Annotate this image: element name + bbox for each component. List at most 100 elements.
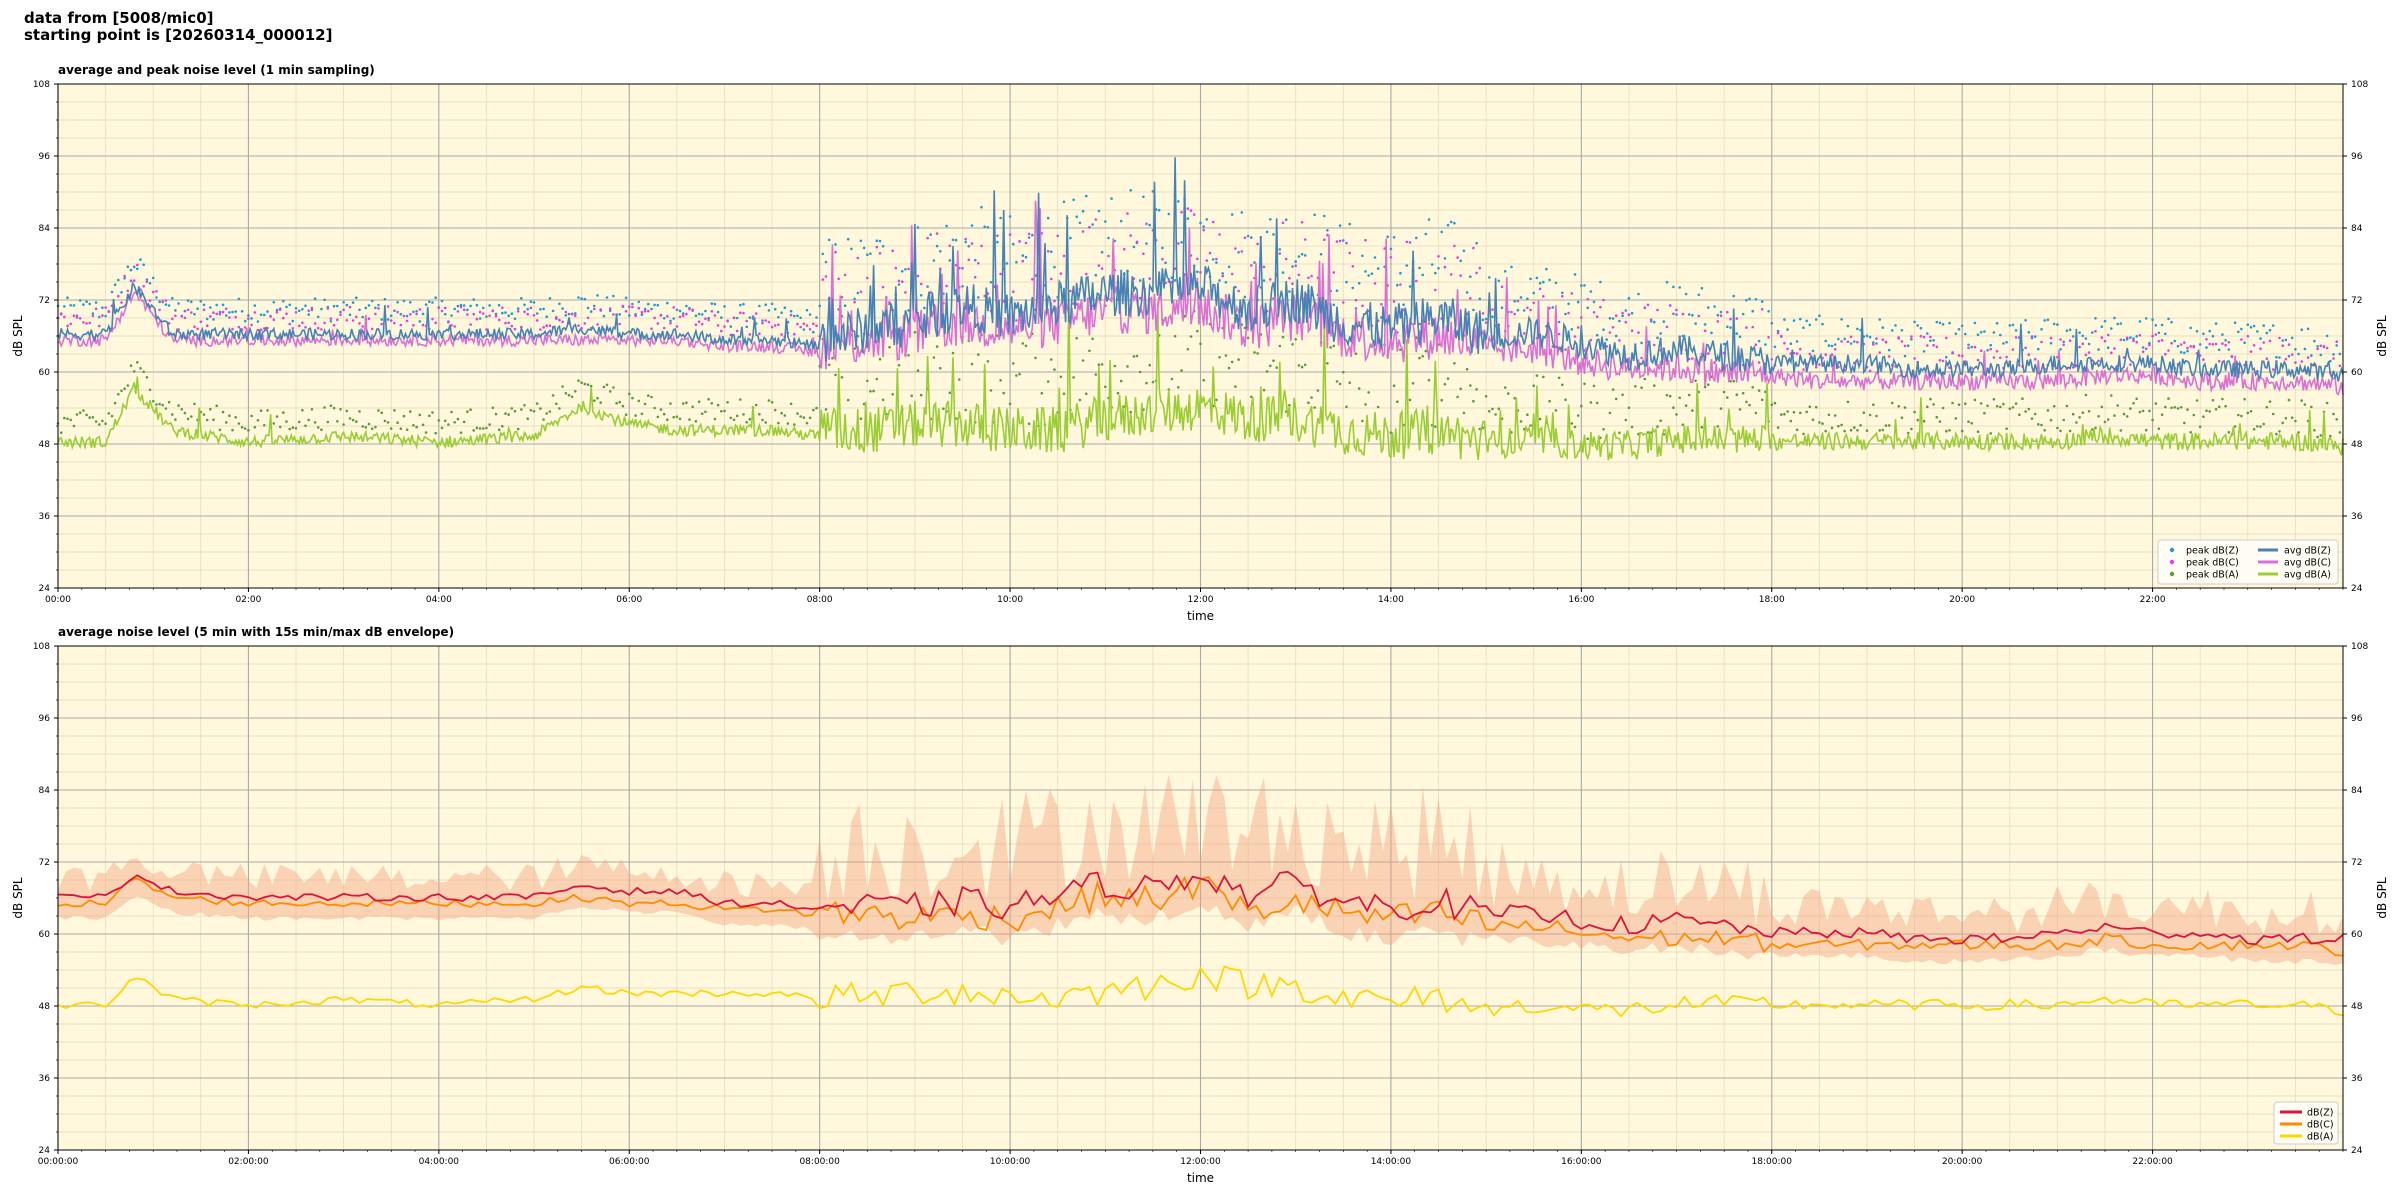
peak-z-point — [2081, 334, 2085, 338]
peak-c-point — [859, 290, 863, 294]
peak-c-point — [1976, 358, 1980, 362]
peak-z-point — [243, 319, 247, 323]
peak-c-point — [1332, 271, 1336, 274]
peak-c-point — [2208, 342, 2211, 346]
peak-c-point — [707, 318, 710, 322]
peak-a-point — [2084, 393, 2088, 397]
peak-z-point — [2202, 332, 2205, 336]
peak-c-point — [396, 310, 399, 314]
peak-z-point — [1973, 321, 1977, 325]
peak-z-point — [1716, 313, 1720, 317]
peak-a-point — [1529, 424, 1532, 427]
peak-a-point — [761, 418, 764, 422]
peak-c-point — [316, 326, 320, 330]
peak-a-point — [424, 431, 428, 434]
peak-z-point — [1472, 308, 1475, 312]
peak-z-point — [345, 303, 349, 307]
peak-z-point — [2297, 352, 2300, 356]
peak-z-point — [2198, 343, 2202, 346]
x-tick-label: 10:00 — [997, 595, 1023, 605]
peak-c-point — [1481, 312, 1485, 315]
peak-z-point — [1903, 354, 1907, 358]
peak-a-point — [1868, 413, 1872, 417]
peak-z-point — [827, 238, 831, 242]
peak-c-point — [1776, 331, 1780, 335]
peak-z-point — [821, 252, 825, 256]
peak-c-point — [82, 321, 85, 324]
peak-c-point — [624, 310, 628, 313]
peak-z-point — [1424, 232, 1428, 236]
y-tick-label: 96 — [39, 152, 51, 162]
peak-c-point — [523, 310, 526, 314]
peak-c-point — [1995, 350, 1999, 353]
peak-z-point — [1637, 292, 1640, 296]
peak-a-point — [2075, 421, 2078, 424]
peak-c-point — [75, 314, 79, 318]
peak-c-point — [1967, 346, 1970, 350]
peak-a-point — [1018, 372, 1021, 376]
peak-a-point — [1002, 391, 1005, 395]
peak-c-point — [666, 315, 669, 318]
peak-z-point — [1392, 236, 1396, 239]
peak-a-point — [412, 424, 415, 427]
peak-c-point — [647, 309, 650, 313]
peak-a-point — [2141, 409, 2145, 413]
peak-z-point — [1516, 308, 1520, 312]
peak-z-point — [1192, 264, 1196, 268]
peak-a-point — [1843, 429, 1846, 433]
peak-z-point — [1811, 349, 1815, 353]
peak-a-point — [742, 413, 745, 416]
peak-c-point — [2189, 345, 2192, 348]
peak-z-point — [155, 296, 158, 299]
peak-c-point — [2221, 342, 2224, 345]
peak-a-point — [139, 367, 142, 370]
peak-a-point — [1548, 399, 1551, 403]
peak-c-point — [1284, 257, 1288, 261]
peak-z-point — [1976, 333, 1980, 337]
peak-a-point — [1300, 365, 1304, 369]
peak-z-point — [453, 307, 457, 311]
peak-a-point — [1357, 387, 1361, 390]
peak-z-point — [1735, 332, 1739, 335]
peak-a-point — [1237, 358, 1240, 361]
peak-a-point — [2297, 431, 2300, 434]
peak-z-point — [1357, 281, 1361, 285]
peak-z-point — [1370, 272, 1374, 276]
peak-a-point — [1459, 387, 1462, 391]
peak-c-point — [94, 307, 98, 311]
peak-c-point — [1564, 348, 1567, 351]
peak-z-point — [1684, 292, 1688, 296]
peak-c-point — [1050, 277, 1053, 281]
peak-c-point — [669, 322, 672, 325]
peak-a-point — [697, 400, 701, 404]
x-tick-label: 04:00:00 — [419, 1157, 460, 1167]
peak-z-point — [2176, 344, 2180, 348]
peak-a-point — [1059, 375, 1063, 379]
peak-a-point — [1951, 401, 1954, 405]
peak-a-point — [2135, 397, 2138, 401]
peak-c-point — [1824, 353, 1827, 356]
peak-z-point — [1719, 310, 1723, 314]
peak-z-point — [1053, 265, 1056, 269]
peak-c-point — [1754, 343, 1758, 347]
peak-c-point — [399, 323, 403, 327]
peak-a-point — [513, 409, 517, 413]
peak-c-point — [2151, 334, 2154, 338]
peak-z-point — [2290, 336, 2294, 340]
peak-z-point — [1535, 276, 1539, 280]
peak-z-point — [1608, 316, 1612, 320]
peak-a-point — [1760, 398, 1764, 402]
peak-a-point — [1643, 377, 1647, 381]
peak-a-point — [1789, 419, 1793, 423]
peak-z-point — [951, 238, 955, 242]
peak-a-point — [1462, 411, 1466, 415]
peak-c-point — [545, 324, 548, 328]
peak-c-point — [777, 323, 780, 327]
peak-z-point — [1957, 328, 1961, 331]
peak-c-point — [656, 322, 660, 325]
peak-a-point — [339, 408, 342, 411]
peak-z-point — [75, 316, 79, 319]
peak-z-point — [2100, 325, 2104, 329]
peak-a-point — [256, 419, 260, 422]
peak-a-point — [2014, 402, 2018, 405]
